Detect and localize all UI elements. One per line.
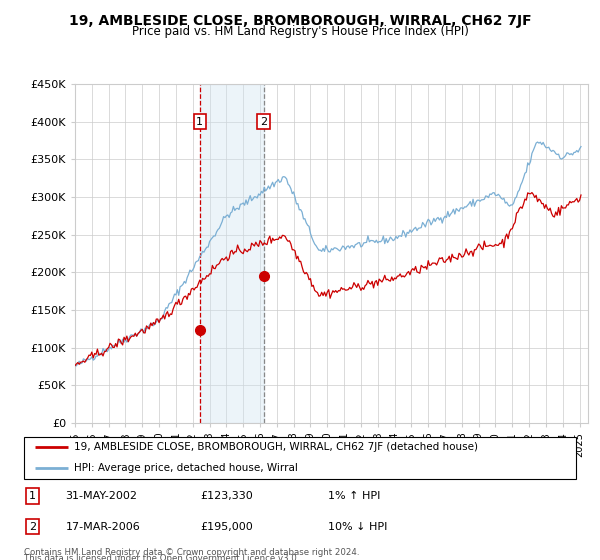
- Text: HPI: Average price, detached house, Wirral: HPI: Average price, detached house, Wirr…: [74, 463, 298, 473]
- Text: Contains HM Land Registry data © Crown copyright and database right 2024.: Contains HM Land Registry data © Crown c…: [24, 548, 359, 557]
- Text: £195,000: £195,000: [200, 522, 253, 531]
- Text: 1: 1: [196, 116, 203, 127]
- Bar: [200, 84, 263, 423]
- Text: 1: 1: [29, 491, 36, 501]
- Text: 19, AMBLESIDE CLOSE, BROMBOROUGH, WIRRAL, CH62 7JF: 19, AMBLESIDE CLOSE, BROMBOROUGH, WIRRAL…: [68, 14, 532, 28]
- Text: 17-MAR-2006: 17-MAR-2006: [65, 522, 140, 531]
- Text: 19, AMBLESIDE CLOSE, BROMBOROUGH, WIRRAL, CH62 7JF (detached house): 19, AMBLESIDE CLOSE, BROMBOROUGH, WIRRAL…: [74, 442, 478, 452]
- Text: 10% ↓ HPI: 10% ↓ HPI: [328, 522, 387, 531]
- Text: £123,330: £123,330: [200, 491, 253, 501]
- Text: 1% ↑ HPI: 1% ↑ HPI: [328, 491, 380, 501]
- Text: 2: 2: [260, 116, 267, 127]
- Text: This data is licensed under the Open Government Licence v3.0.: This data is licensed under the Open Gov…: [24, 554, 299, 560]
- Text: 2: 2: [29, 522, 36, 531]
- FancyBboxPatch shape: [24, 437, 576, 479]
- Text: Price paid vs. HM Land Registry's House Price Index (HPI): Price paid vs. HM Land Registry's House …: [131, 25, 469, 38]
- Text: 31-MAY-2002: 31-MAY-2002: [65, 491, 137, 501]
